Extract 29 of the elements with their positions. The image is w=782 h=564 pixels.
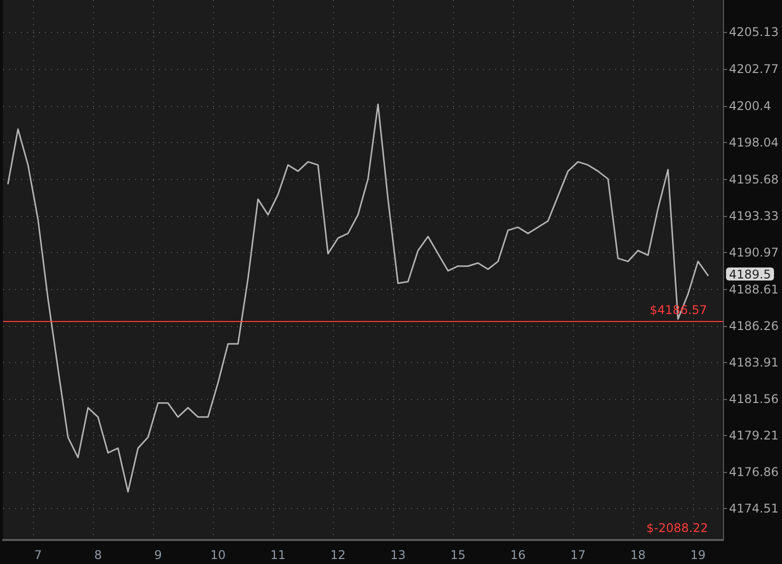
x-tick-label: 12	[330, 548, 346, 562]
y-tick-label: 4193.33	[729, 208, 779, 223]
x-tick-label: 9	[154, 548, 162, 562]
x-tick-label: 8	[94, 548, 102, 562]
y-tick-label: 4205.13	[729, 25, 779, 40]
x-tick-label: 17	[570, 548, 586, 562]
y-tick-label: 4181.56	[729, 392, 779, 406]
y-tick-label: 4179.21	[729, 428, 779, 443]
x-tick-label: 11	[270, 548, 286, 562]
x-tick-label: 13	[390, 548, 406, 562]
y-tick-label: 4200.4	[729, 98, 771, 113]
y-tick-label: 4202.77	[729, 62, 779, 76]
annotation: $-2088.22	[646, 521, 708, 535]
y-tick-label: 4183.91	[729, 355, 779, 370]
x-tick-label: 18	[630, 548, 646, 562]
x-tick-label: 15	[450, 548, 466, 562]
y-tick-label: 4195.68	[729, 172, 779, 186]
x-tick-label: 10	[210, 548, 226, 562]
y-tick-label: 4176.86	[729, 465, 779, 480]
x-tick-label: 19	[690, 548, 706, 562]
x-tick-label: 16	[510, 548, 526, 562]
x-tick-label: 7	[34, 548, 42, 562]
text: 4189.5	[729, 267, 771, 282]
y-tick-label: 4174.51	[729, 502, 779, 516]
y-tick-label: 4186.26	[729, 318, 779, 333]
y-tick-label: 4190.97	[729, 246, 779, 260]
line-series	[7, 104, 709, 493]
y-tick-label: 4188.61	[729, 282, 779, 296]
y-tick-label: 4198.04	[729, 136, 779, 150]
